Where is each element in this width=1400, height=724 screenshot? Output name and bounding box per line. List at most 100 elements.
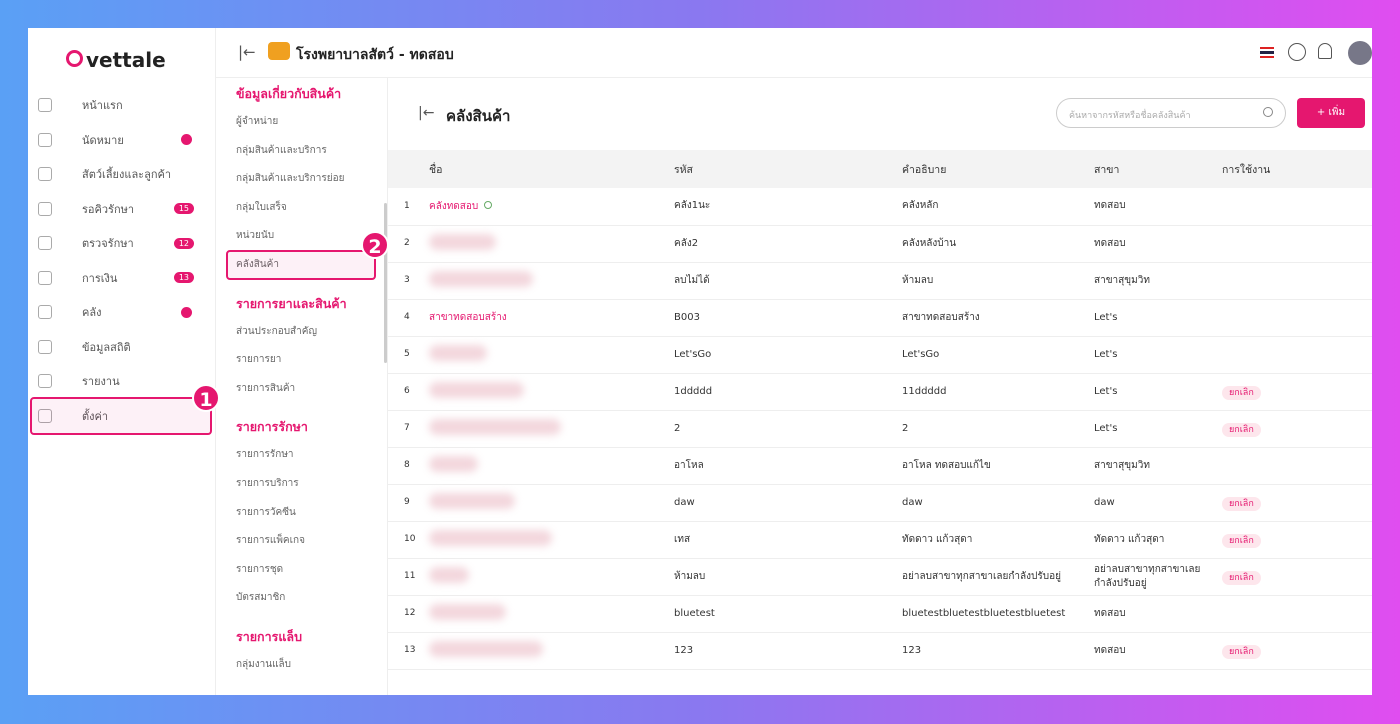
- cell-text: 8: [404, 460, 410, 471]
- collapse-icon[interactable]: |←: [238, 43, 256, 61]
- table-row[interactable]: 4 สาขาทดสอบสร้าง B003 สาขาทดสอบสร้าง Let's: [388, 299, 1372, 337]
- submenu-item[interactable]: รายการชุด: [236, 563, 284, 575]
- submenu-item[interactable]: รายการรักษา: [236, 449, 294, 461]
- app: vettale หน้าแรก นัดหมาย สัตว์เลี้ยงและลูกค…: [28, 28, 1372, 695]
- cell-text: Let'sGo: [674, 348, 712, 360]
- submenu-item[interactable]: กลุ่มสินค้าและบริการ: [236, 144, 327, 156]
- nav-item[interactable]: รายงาน: [30, 364, 208, 398]
- nav-icon: [38, 98, 52, 112]
- submenu-item[interactable]: กลุ่มสินค้าและบริการย่อย: [236, 173, 345, 185]
- table-row[interactable]: 6 1ddddd 11ddddd Let's ยกเลิก: [388, 373, 1372, 411]
- blurred-name: [429, 345, 487, 361]
- cell: 6: [388, 373, 428, 411]
- cell: อย่าลบสาขาทุกสาขาเลยกำลังปรับอยู่: [901, 558, 1093, 596]
- table-row[interactable]: 8 อาโหล อาโหล ทดสอบแก้ไข สาขาสุขุมวิท: [388, 447, 1372, 485]
- cell-text: ทดสอบ: [1094, 200, 1126, 212]
- help-icon[interactable]: [1288, 43, 1306, 61]
- search-placeholder: ค้นหาจากรหัสหรือชื่อคลังสินค้า: [1069, 111, 1191, 121]
- submenu-item[interactable]: รายการยา: [236, 354, 282, 366]
- page-title: คลังสินค้า: [446, 107, 511, 125]
- table-row[interactable]: 3 ลบไม่ได้ ห้ามลบ สาขาสุขุมวิท: [388, 262, 1372, 300]
- nav-item[interactable]: ตรวจรักษา 12: [30, 226, 208, 260]
- cell: 1: [388, 188, 428, 226]
- nav-label: คลัง: [82, 306, 102, 319]
- table-row[interactable]: 5 Let'sGo Let'sGo Let's: [388, 336, 1372, 374]
- bell-icon[interactable]: [1318, 43, 1332, 59]
- cell: Let's: [1093, 410, 1221, 448]
- submenu-item[interactable]: กลุ่มใบเสร็จ: [236, 201, 287, 213]
- nav-item[interactable]: สัตว์เลี้ยงและลูกค้า: [30, 157, 208, 191]
- cell: ทดสอบ: [1093, 632, 1221, 670]
- blurred-name: [429, 271, 533, 287]
- avatar[interactable]: [1348, 41, 1372, 65]
- flag[interactable]: [1260, 47, 1274, 58]
- table-row[interactable]: 7 2 2 Let's ยกเลิก: [388, 410, 1372, 448]
- submenu-item[interactable]: กลุ่มงานแล็บ: [236, 659, 292, 670]
- annotation-marker: 1: [192, 384, 220, 412]
- table-row[interactable]: 12 bluetest bluetestbluetestbluetestbluete…: [388, 595, 1372, 633]
- status-tag: ยกเลิก: [1222, 385, 1261, 400]
- cell-text: daw: [1094, 496, 1115, 508]
- nav-item[interactable]: นัดหมาย: [30, 123, 208, 157]
- blurred-name: [429, 604, 506, 620]
- cell: bluetestbluetestbluetestbluetest: [901, 595, 1093, 633]
- cell: ลบไม่ได้: [673, 262, 901, 300]
- cell-text: 1: [404, 200, 410, 211]
- nav-item[interactable]: คลัง: [30, 295, 208, 329]
- submenu-item[interactable]: ส่วนประกอบสำคัญ: [236, 325, 317, 337]
- brand[interactable]: vettale: [66, 48, 166, 72]
- cell: คลังหลัก: [901, 188, 1093, 226]
- cell: 12: [388, 595, 428, 633]
- back-icon[interactable]: |←: [418, 105, 435, 121]
- dog-icon: [268, 42, 290, 60]
- nav-icon: [38, 339, 52, 354]
- submenu-item[interactable]: ผู้จำหน่าย: [236, 116, 279, 127]
- submenu-item[interactable]: คลังสินค้า: [236, 259, 279, 270]
- submenu-item[interactable]: บัตรสมาชิก: [236, 592, 286, 604]
- search-box[interactable]: ค้นหาจากรหัสหรือชื่อคลังสินค้า: [1056, 98, 1286, 128]
- cell-text: ทัดดาว แก้วสุดา: [1094, 533, 1165, 545]
- submenu-item[interactable]: รายการวัคซีน: [236, 506, 296, 518]
- table-row[interactable]: 1 คลังทดสอบ คลัง1นะ คลังหลัก ทดสอบ: [388, 188, 1372, 226]
- name-link[interactable]: คลังทดสอบ: [429, 200, 479, 212]
- cell: ทดสอบ: [1093, 188, 1221, 226]
- submenu-item[interactable]: รายการแพ็คเกจ: [236, 535, 305, 547]
- table-row[interactable]: 10 เทส ทัดดาว แก้วสุดา ทัดดาว แก้วสุดา ยกเลิ…: [388, 521, 1372, 559]
- nav-label: ตั้งค่า: [82, 409, 109, 423]
- add-button[interactable]: + เพิ่ม: [1297, 98, 1365, 128]
- blurred-name: [429, 493, 515, 509]
- cell: Let'sGo: [673, 336, 901, 374]
- nav-icon: [38, 201, 52, 216]
- col-header: ชื่อ: [428, 150, 673, 188]
- status-tag: ยกเลิก: [1222, 570, 1261, 585]
- nav-item[interactable]: ตั้งค่า: [30, 399, 208, 433]
- nav-item[interactable]: หน้าแรก: [30, 88, 208, 122]
- table-row[interactable]: 11 ห้ามลบ อย่าลบสาขาทุกสาขาเลยกำลังปรับอยู…: [388, 558, 1372, 596]
- cell-text: Let'sGo: [902, 348, 940, 360]
- blurred-name: [429, 641, 543, 657]
- blurred-name: [429, 567, 469, 583]
- annotation-box: [226, 250, 376, 280]
- cell: [428, 595, 673, 633]
- nav-badge: 15: [173, 203, 194, 214]
- col-header: [388, 150, 428, 188]
- cell: 123: [673, 632, 901, 670]
- cell-text: Let's: [1094, 311, 1118, 323]
- table-row[interactable]: 9 daw daw daw ยกเลิก: [388, 484, 1372, 522]
- nav-item[interactable]: การเงิน 13: [30, 261, 208, 295]
- name-link[interactable]: สาขาทดสอบสร้าง: [429, 312, 507, 323]
- submenu-item[interactable]: รายการสินค้า: [236, 382, 296, 394]
- table-row[interactable]: 13 123 123 ทดสอบ ยกเลิก: [388, 632, 1372, 670]
- table-row[interactable]: 2 คลัง2 คลังหลังบ้าน ทดสอบ: [388, 225, 1372, 263]
- cell-text: Let's: [1094, 385, 1118, 397]
- cell-text: 1ddddd: [674, 385, 713, 397]
- submenu-item[interactable]: รายการบริการ: [236, 478, 299, 489]
- submenu-item[interactable]: หน่วยนับ: [236, 230, 275, 242]
- nav-item[interactable]: ข้อมูลสถิติ: [30, 330, 208, 364]
- table-header: ชื่อ รหัส คำอธิบาย สาขา การใช้งาน: [388, 150, 1372, 188]
- blurred-name: [429, 530, 552, 546]
- clinic-name[interactable]: โรงพยาบาลสัตว์ - ทดสอบ: [296, 47, 454, 63]
- cell: [428, 336, 673, 374]
- cell: [428, 521, 673, 559]
- nav-item[interactable]: รอคิวรักษา 15: [30, 192, 208, 226]
